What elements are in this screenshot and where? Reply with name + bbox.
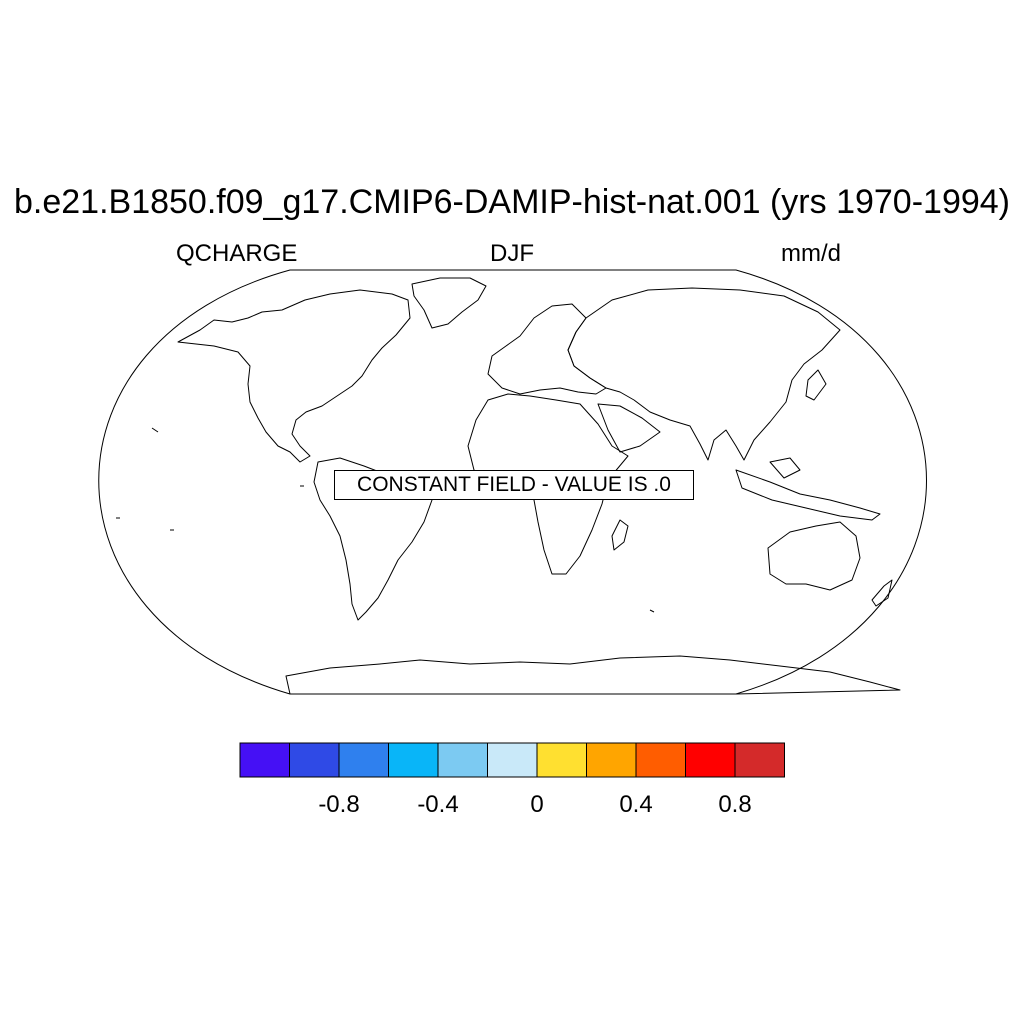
colorbar-cell bbox=[289, 742, 340, 778]
colorbar-cell bbox=[338, 742, 389, 778]
colorbar-tick-label: 0.8 bbox=[718, 791, 751, 818]
coast-japan bbox=[805, 369, 827, 401]
units-label: mm/d bbox=[781, 240, 841, 267]
coast-asia bbox=[567, 287, 841, 461]
variable-label: QCHARGE bbox=[176, 240, 298, 267]
colorbar-cell bbox=[536, 742, 587, 778]
coast-arabia bbox=[597, 403, 661, 453]
colorbar-tick-label: -0.4 bbox=[417, 791, 458, 818]
coast-australia bbox=[767, 521, 861, 591]
season-label: DJF bbox=[490, 240, 534, 267]
colorbar-cell bbox=[635, 742, 686, 778]
coast-madagascar bbox=[611, 519, 629, 551]
colorbar-tick-label: 0.4 bbox=[619, 791, 652, 818]
plot-title: b.e21.B1850.f09_g17.CMIP6-DAMIP-hist-nat… bbox=[14, 183, 1010, 221]
constant-field-message: CONSTANT FIELD - VALUE IS .0 bbox=[334, 470, 694, 500]
colorbar-cell bbox=[437, 742, 488, 778]
coast-new-zealand bbox=[871, 579, 893, 607]
colorbar-cell bbox=[388, 742, 439, 778]
colorbar-cell bbox=[586, 742, 637, 778]
colorbar-cell bbox=[239, 742, 290, 778]
colorbar-tick-label: 0 bbox=[530, 791, 543, 818]
colorbar-cell bbox=[487, 742, 538, 778]
coast-north-america bbox=[177, 289, 411, 463]
colorbar-cell bbox=[685, 742, 736, 778]
colorbar-tick-label: -0.8 bbox=[318, 791, 359, 818]
coast-greenland bbox=[411, 277, 487, 329]
coast-indonesia bbox=[735, 469, 881, 521]
coast-antarctica bbox=[285, 655, 901, 695]
colorbar-cell bbox=[734, 742, 785, 778]
